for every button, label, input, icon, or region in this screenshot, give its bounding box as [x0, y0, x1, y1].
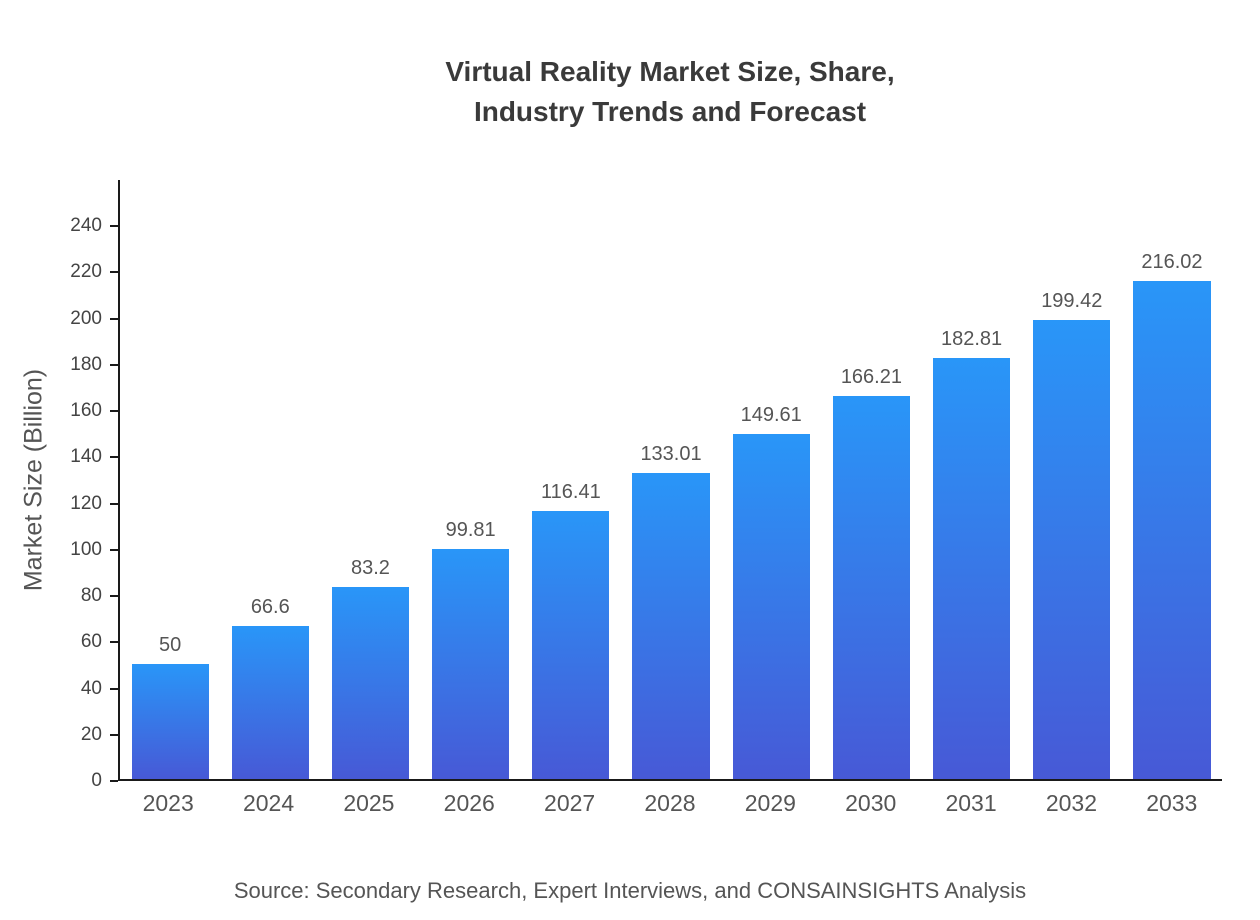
y-tick: 40 — [81, 678, 118, 700]
bar-cell: 66.6 — [220, 180, 320, 779]
y-tick-label: 20 — [80, 723, 102, 745]
y-tick-mark — [110, 548, 118, 551]
plot-area: 50 66.6 83.2 99.81 116.41 133.01 149.61 166.21 1… — [118, 180, 1222, 781]
bar-value-label: 66.6 — [250, 595, 290, 618]
bar-value-label: 216.02 — [1141, 251, 1203, 274]
y-tick: 0 — [91, 770, 118, 792]
y-tick: 140 — [70, 446, 118, 468]
x-axis-label: 2025 — [343, 790, 395, 816]
y-tick-label: 180 — [70, 353, 102, 375]
bar — [1133, 281, 1211, 779]
y-tick: 180 — [70, 354, 118, 376]
bar — [933, 357, 1011, 779]
bar-cell: 50 — [120, 180, 220, 779]
y-tick: 160 — [70, 400, 118, 422]
bar — [331, 587, 410, 779]
y-tick-mark — [110, 225, 118, 228]
bar — [732, 434, 810, 779]
y-tick-label: 240 — [70, 215, 102, 237]
x-axis-label: 2024 — [242, 790, 295, 816]
y-tick: 100 — [70, 539, 118, 561]
y-tick: 220 — [70, 261, 118, 283]
y-tick-mark — [110, 456, 118, 459]
bar — [532, 510, 610, 779]
bar — [832, 396, 910, 779]
source-text: Source: Secondary Research, Expert Inter… — [233, 878, 1027, 903]
y-tick: 20 — [81, 724, 118, 746]
x-axis-label: 2032 — [1045, 790, 1097, 816]
bar-cell: 182.81 — [922, 180, 1022, 779]
y-tick-mark — [110, 780, 118, 782]
bar-cell: 83.2 — [320, 180, 420, 779]
x-axis-label: 2029 — [744, 790, 796, 816]
bar-cell: 116.41 — [521, 180, 621, 779]
y-tick-label: 200 — [70, 307, 102, 329]
y-tick-mark — [110, 363, 118, 366]
y-tick-mark — [110, 641, 118, 644]
bars-row: 50 66.6 83.2 99.81 116.41 133.01 149.61 166.21 1… — [120, 180, 1222, 779]
bar-value-label: 83.2 — [351, 557, 390, 580]
bar — [1033, 319, 1111, 779]
y-tick-label: 80 — [80, 585, 102, 607]
bar-cell: 133.01 — [621, 180, 721, 779]
chart-title: Virtual Reality Market Size, Share, Indu… — [80, 52, 1260, 132]
x-axis-label: 2030 — [845, 790, 897, 816]
bar — [231, 625, 309, 779]
y-tick: 80 — [81, 585, 118, 607]
y-tick-mark — [110, 271, 118, 274]
bar — [131, 663, 209, 779]
y-tick-label: 120 — [70, 492, 102, 514]
y-tick-mark — [110, 502, 118, 505]
bar-value-label: 99.81 — [445, 519, 496, 542]
y-tick-mark — [110, 410, 118, 413]
bar-value-label: 182.81 — [941, 327, 1003, 350]
y-tick: 240 — [70, 215, 118, 237]
y-tick-mark — [110, 595, 118, 598]
bar-cell: 149.61 — [721, 180, 821, 779]
y-tick-label: 160 — [70, 400, 102, 422]
bar-value-label: 133.01 — [640, 442, 702, 465]
bar-cell: 216.02 — [1122, 180, 1222, 779]
bar-value-label: 199.42 — [1041, 289, 1103, 312]
y-tick-mark — [110, 733, 118, 736]
bar-cell: 99.81 — [421, 180, 521, 779]
x-axis-label: 2027 — [544, 790, 596, 816]
y-tick-label: 60 — [80, 631, 102, 653]
y-tick: 200 — [70, 308, 118, 330]
chart-title-line2: Industry Trends and Forecast — [473, 96, 867, 127]
bar-value-label: 116.41 — [541, 480, 601, 503]
y-tick-label: 0 — [91, 770, 102, 791]
y-tick-label: 40 — [80, 677, 102, 699]
y-axis-ticks: 0 20 40 60 80 100 120 140 160 180 200 220 240 — [0, 180, 118, 791]
y-tick: 120 — [70, 493, 118, 515]
bar — [432, 549, 510, 779]
bar-value-label: 149.61 — [740, 404, 802, 427]
bar-value-label: 50 — [158, 633, 182, 656]
chart-title-line1: Virtual Reality Market Size, Share, — [445, 56, 895, 87]
bar-cell: 199.42 — [1022, 180, 1122, 779]
y-tick-label: 100 — [70, 538, 102, 560]
x-axis-label: 2023 — [142, 790, 194, 816]
x-axis-label: 2028 — [644, 790, 696, 816]
x-axis-labels: 2023 2024 2025 2026 2027 2028 2029 2030 2031 2032… — [118, 790, 1222, 817]
x-axis-label: 2026 — [443, 790, 495, 816]
bar-value-label: 166.21 — [840, 366, 902, 389]
y-tick-mark — [110, 317, 118, 320]
bar-cell: 166.21 — [821, 180, 921, 779]
y-tick-label: 140 — [70, 446, 102, 468]
y-tick-label: 220 — [70, 261, 102, 283]
x-axis-label: 2033 — [1146, 790, 1198, 816]
bar — [632, 472, 710, 779]
x-axis-label: 2031 — [945, 790, 997, 816]
y-tick-mark — [110, 687, 118, 690]
y-tick: 60 — [81, 631, 118, 653]
